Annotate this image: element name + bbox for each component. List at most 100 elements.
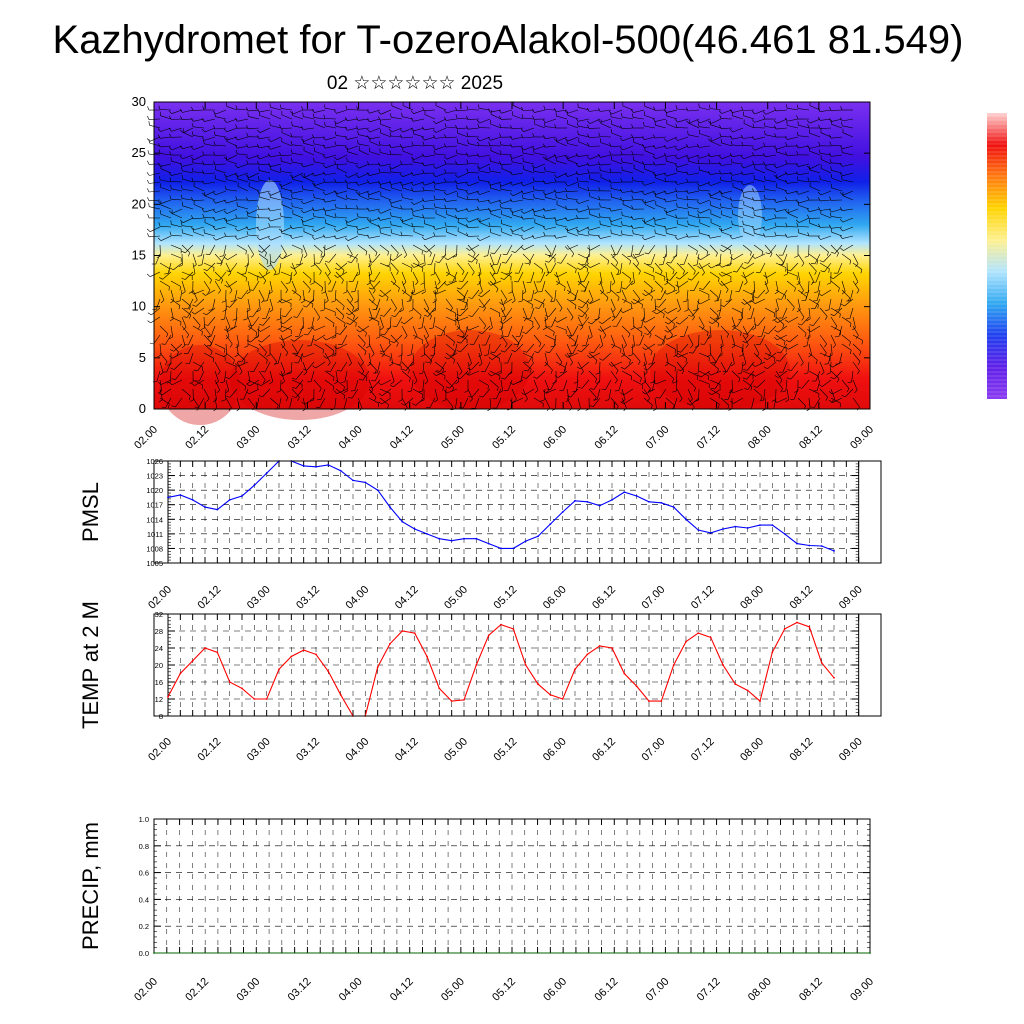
wind-barb [611,188,623,192]
x-tick-label: 04.12 [388,424,416,452]
wind-barb [567,232,579,237]
wind-barb [181,271,193,277]
wind-barb-flag [828,399,833,404]
wind-barb [775,379,783,389]
wind-barb [265,307,271,319]
wind-barb-flag [729,153,733,157]
wind-barb [691,271,700,281]
wind-barb-flag [262,379,266,384]
wind-barb-flag [804,333,807,338]
wind-barb-flag [564,110,568,114]
wind-barb [691,307,700,317]
wind-barb-flag [807,232,810,237]
y-tick-label: 1017 [146,501,163,510]
wind-barb-flag [720,203,722,208]
wind-barb-flag [553,331,555,336]
wind-barb-flag [568,334,573,336]
wind-barb [550,262,557,273]
wind-barb [505,307,513,318]
wind-barb [434,388,438,400]
wind-barb [173,262,183,271]
wind-barb-flag [365,332,367,337]
wind-barb [721,271,733,277]
warm-core [230,340,370,420]
wind-barb [544,289,553,299]
wind-barb [578,118,590,122]
wind-barb [666,226,678,230]
wind-barb [782,253,788,265]
wind-barb-flag [696,250,698,255]
wind-barb [622,234,634,237]
wind-barb-flag [307,345,312,347]
wind-barb-flag [521,194,524,199]
wind-barb-flag [223,119,227,123]
wind-barb [380,152,392,156]
wind-barb-flag [453,341,455,346]
wind-barb-flag [389,132,392,137]
wind-barb-flag [763,194,766,199]
wind-barb-flag [566,139,568,144]
wind-barb [314,123,326,129]
wind-barb [246,307,249,320]
wind-barb [456,117,469,120]
wind-barb [696,253,700,265]
wind-barb [467,253,478,261]
wind-barb-flag [466,247,470,251]
wind-barb-flag [752,188,755,193]
wind-barb [775,253,784,263]
wind-barb-flag [693,264,698,266]
wind-barb-flag [763,233,766,238]
wind-barb-flag [666,261,671,264]
wind-barb-flag [179,162,183,167]
wind-barb [732,136,744,140]
wind-barb-flag [476,137,481,142]
wind-barb [759,334,766,345]
wind-barb-flag [649,334,652,338]
wind-barb [808,271,815,283]
wind-barb [667,307,678,314]
wind-barb [501,214,513,219]
wind-barb [566,280,572,292]
y-tick-label: 20 [155,661,163,670]
wind-barb [347,187,359,192]
wind-barb-flag [675,188,678,193]
wind-barb-flag [686,402,691,406]
wind-barb [226,208,238,214]
wind-barb [457,132,469,138]
wind-barb [665,316,675,325]
wind-barb-flag [465,372,470,376]
wind-barb [193,154,205,161]
wind-barb [402,105,414,111]
wind-barb-flag [179,109,183,113]
wind-barb-flag [336,333,341,335]
wind-barb [390,271,397,282]
pmsl-data-point [302,465,305,467]
wind-barb [833,271,843,279]
wind-barb-flag [543,231,546,237]
wind-barb [247,244,254,255]
wind-barb-flag [366,282,371,286]
wind-barb-flag [804,255,809,258]
wind-barb-flag [819,149,821,154]
wind-barb [503,316,513,324]
wind-barb [413,172,425,176]
wind-barb-flag [247,112,249,117]
wind-barb-flag [653,106,656,111]
wind-barb [413,127,425,132]
wind-barb-flag [245,250,247,255]
wind-barb [524,388,535,396]
wind-barb-flag [751,119,755,123]
wind-barb-flag [215,381,219,385]
wind-barb [566,352,573,363]
wind-barb-flag [147,115,150,120]
wind-barb [358,127,370,130]
wind-barb-flag [785,346,789,350]
wind-barb-flag [555,220,557,225]
wind-barb-flag [168,381,173,386]
wind-barb [819,388,828,398]
wind-barb-flag [281,315,286,318]
wind-barb-flag [168,172,172,176]
wind-barb-flag [191,158,194,163]
wind-barb-flag [707,153,711,157]
